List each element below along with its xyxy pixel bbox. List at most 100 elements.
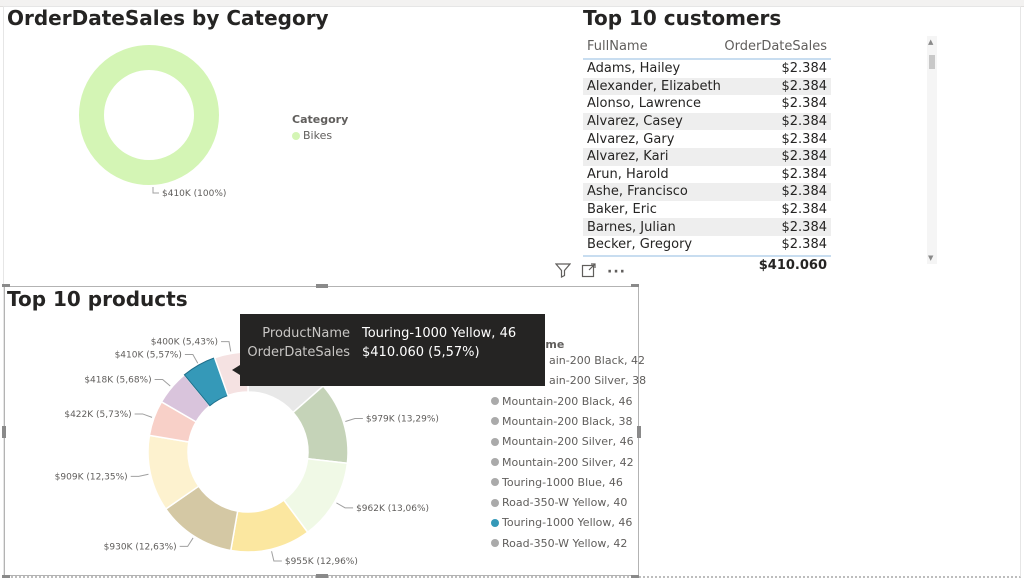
resize-handle-top[interactable] xyxy=(316,284,328,288)
more-options-icon[interactable]: ··· xyxy=(607,264,626,280)
tooltip-key-productname: ProductName xyxy=(262,326,350,341)
cell-fullname: Baker, Eric xyxy=(587,202,657,218)
legend-item-label: Touring-1000 Yellow, 46 xyxy=(502,516,633,530)
scroll-up-icon[interactable]: ▲ xyxy=(928,38,934,46)
products-legend-item[interactable]: Mountain-200 Black, 46 xyxy=(491,395,632,408)
legend-dot-icon xyxy=(491,397,499,406)
scroll-down-icon[interactable]: ▼ xyxy=(928,254,934,262)
resize-handle-bottom[interactable] xyxy=(316,574,328,578)
legend-dot-icon xyxy=(491,498,499,507)
table-row[interactable]: Alvarez, Gary $2.384 xyxy=(583,130,831,148)
data-label: $400K (5,43%) xyxy=(151,338,218,348)
resize-handle-bottom-right[interactable] xyxy=(631,575,639,578)
data-label: $410K (5,57%) xyxy=(115,351,182,361)
legend-dot-icon xyxy=(491,478,499,487)
cell-fullname: Alonso, Lawrence xyxy=(587,96,701,112)
products-legend-item[interactable]: Mountain-200 Silver, 42 xyxy=(491,456,634,469)
products-legend-item[interactable]: Road-350-W Yellow, 40 xyxy=(491,496,627,509)
scrollbar-thumb[interactable] xyxy=(929,55,935,69)
data-label: $909K (12,35%) xyxy=(55,472,128,482)
cell-fullname: Alvarez, Casey xyxy=(587,114,683,130)
cell-orderdatesales: $2.384 xyxy=(781,78,828,94)
products-legend-item[interactable]: Road-350-W Yellow, 42 xyxy=(491,537,627,550)
cell-fullname: Adams, Hailey xyxy=(587,61,681,77)
legend-item-label: Road-350-W Yellow, 42 xyxy=(502,536,628,550)
cell-fullname: Alvarez, Gary xyxy=(587,131,675,147)
resize-handle-top-right[interactable] xyxy=(631,284,639,287)
legend-dot-icon xyxy=(491,458,499,466)
data-label-leader xyxy=(152,187,159,194)
data-label: $410K (100%) xyxy=(162,189,226,199)
column-header-orderdatesales[interactable]: OrderDateSales xyxy=(724,38,827,54)
customers-table: FullName OrderDateSales Adams, Hailey $2.… xyxy=(583,34,831,275)
table-row[interactable]: Alvarez, Kari $2.384 xyxy=(583,147,831,166)
products-legend-item[interactable]: Mountain-200 Black, 38 xyxy=(491,415,632,428)
data-label: $979K (13,29%) xyxy=(366,415,439,425)
focus-mode-icon[interactable] xyxy=(581,262,597,282)
resize-handle-left[interactable] xyxy=(2,426,6,438)
category-visual-title: OrderDateSales by Category xyxy=(7,6,329,30)
filter-icon[interactable] xyxy=(554,262,572,282)
cell-fullname: Barnes, Julian xyxy=(587,219,676,235)
cell-fullname: Alvarez, Kari xyxy=(587,149,669,165)
cell-orderdatesales: $2.384 xyxy=(781,166,828,182)
data-label: $422K (5,73%) xyxy=(64,410,131,420)
legend-dot-icon xyxy=(491,518,499,527)
data-label-leader xyxy=(336,502,354,509)
table-body: Adams, Hailey $2.384 Alexander, Elizabeth $… xyxy=(583,60,831,254)
table-row[interactable]: Barnes, Julian $2.384 xyxy=(583,218,831,236)
category-legend-title: Category xyxy=(292,113,349,126)
table-total-row: $410.060 xyxy=(583,254,831,275)
tooltip-key-sales: OrderDateSales xyxy=(247,345,350,360)
table-row[interactable]: Alonso, Lawrence $2.384 xyxy=(583,95,831,113)
customers-visual-title: Top 10 customers xyxy=(583,6,782,30)
visual-header-toolbar: ··· xyxy=(554,262,626,282)
resize-handle-bottom-left[interactable] xyxy=(2,575,10,578)
data-label-leader xyxy=(130,473,149,477)
table-header: FullName OrderDateSales xyxy=(583,34,831,60)
cell-orderdatesales: $2.384 xyxy=(781,131,828,147)
tooltip-pointer-icon xyxy=(232,365,240,375)
table-row[interactable]: Ashe, Francisco $2.384 xyxy=(583,183,831,201)
resize-handle-right[interactable] xyxy=(637,426,641,438)
legend-item-label: Road-350-W Yellow, 40 xyxy=(502,496,628,510)
category-donut-chart[interactable]: $410K (100%) xyxy=(0,30,380,230)
legend-item-label: Mountain-200 Silver, 42 xyxy=(502,455,634,469)
table-scrollbar[interactable]: ▲ ▼ xyxy=(927,36,937,264)
data-label-leader xyxy=(271,551,282,562)
products-legend-item[interactable]: Mountain-200 Silver, 46 xyxy=(491,435,634,448)
table-row[interactable]: Baker, Eric $2.384 xyxy=(583,201,831,219)
data-label: $418K (5,68%) xyxy=(84,376,151,386)
resize-handle-top-left[interactable] xyxy=(2,284,10,287)
data-label: $962K (13,06%) xyxy=(356,504,429,514)
cell-orderdatesales: $2.384 xyxy=(781,149,828,165)
table-row[interactable]: Alexander, Elizabeth $2.384 xyxy=(583,77,831,96)
products-legend-item[interactable]: Touring-1000 Yellow, 46 xyxy=(491,516,632,529)
products-legend-item[interactable]: Touring-1000 Blue, 46 xyxy=(491,476,623,489)
products-legend-item[interactable]: ain-200 Black, 42 xyxy=(538,354,645,367)
table-row[interactable]: Becker, Gregory $2.384 xyxy=(583,236,831,254)
donut-slice-bikes xyxy=(79,45,219,185)
column-header-fullname[interactable]: FullName xyxy=(587,38,648,54)
table-row[interactable]: Arun, Harold $2.384 xyxy=(583,166,831,184)
data-label: $955K (12,96%) xyxy=(285,557,358,567)
legend-dot-icon xyxy=(491,437,499,446)
data-label-leader xyxy=(179,537,194,547)
products-legend-item[interactable]: ain-200 Silver, 38 xyxy=(538,374,646,387)
legend-item-label: Mountain-200 Black, 46 xyxy=(502,394,633,408)
table-row[interactable]: Adams, Hailey $2.384 xyxy=(583,60,831,78)
table-row[interactable]: Alvarez, Casey $2.384 xyxy=(583,112,831,131)
tooltip-value-productname: Touring-1000 Yellow, 46 xyxy=(362,326,517,341)
legend-item-label: Touring-1000 Blue, 46 xyxy=(502,475,623,489)
cell-fullname: Becker, Gregory xyxy=(587,237,693,253)
cell-orderdatesales: $2.384 xyxy=(781,219,828,235)
category-legend-item-bikes[interactable]: Bikes xyxy=(292,129,332,142)
chart-tooltip: ProductName Touring-1000 Yellow, 46 Order… xyxy=(240,314,545,386)
legend-dot-icon xyxy=(292,131,300,140)
data-label-leader xyxy=(184,354,199,364)
data-label-leader xyxy=(221,341,232,352)
products-visual-title: Top 10 products xyxy=(7,287,188,311)
legend-item-label: Mountain-200 Black, 38 xyxy=(502,414,633,428)
legend-item-label: ain-200 Black, 42 xyxy=(549,354,645,367)
cell-orderdatesales: $2.384 xyxy=(781,202,828,218)
